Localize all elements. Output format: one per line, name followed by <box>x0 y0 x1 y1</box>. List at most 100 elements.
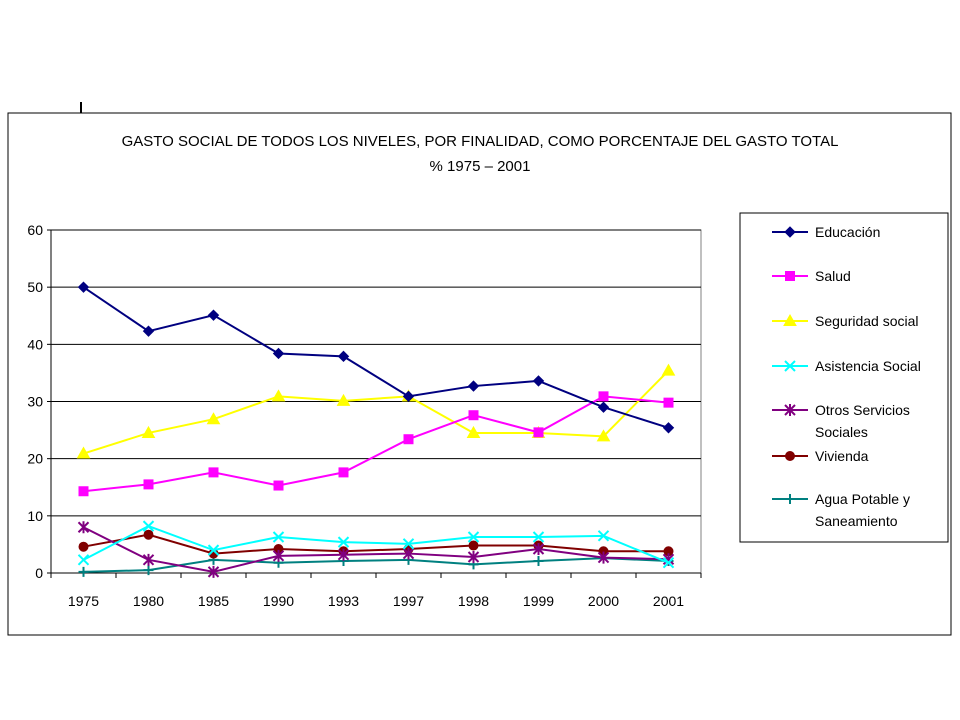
data-point <box>466 425 481 438</box>
legend-label: Educación <box>815 224 880 240</box>
data-point <box>467 531 480 543</box>
data-point <box>661 363 676 376</box>
data-point <box>272 549 285 562</box>
data-point <box>662 557 675 569</box>
data-point <box>532 531 545 543</box>
legend-label: Sociales <box>815 424 868 440</box>
data-point <box>663 397 674 408</box>
data-point <box>272 347 285 360</box>
data-point <box>662 422 675 434</box>
legend-label: Asistencia Social <box>815 358 921 374</box>
y-tick-label: 30 <box>27 394 43 410</box>
data-point <box>533 427 544 438</box>
legend-label: Vivienda <box>815 448 869 464</box>
y-tick-label: 40 <box>27 336 43 352</box>
data-point <box>208 467 219 478</box>
y-tick-label: 0 <box>35 565 43 581</box>
x-tick-label: 1975 <box>68 593 99 609</box>
legend-marker <box>784 226 796 238</box>
legend-label: Salud <box>815 268 851 284</box>
data-point <box>402 538 415 550</box>
data-point <box>336 393 351 406</box>
legend-marker <box>785 271 795 281</box>
legend-marker <box>785 451 795 461</box>
legend-marker <box>785 494 795 504</box>
gridlines <box>51 229 701 517</box>
x-tick-label: 1999 <box>523 593 554 609</box>
data-point <box>143 479 154 490</box>
chart-subtitle: % 1975 – 2001 <box>430 158 531 175</box>
legend-box <box>739 212 949 543</box>
x-tick-label: 1985 <box>198 593 229 609</box>
legend: Educación Salud Seguridad social Asistencia… <box>739 212 949 543</box>
series-vivienda <box>78 529 674 559</box>
data-point <box>77 554 90 566</box>
data-point <box>142 553 155 566</box>
legend-item: Asistencia Social <box>772 358 921 374</box>
legend-label: Agua Potable y <box>815 491 910 507</box>
data-point <box>271 389 286 402</box>
x-tick-label: 2000 <box>588 593 619 609</box>
data-point <box>468 540 479 551</box>
data-point <box>337 350 350 363</box>
y-tick-label: 60 <box>27 222 43 238</box>
data-point <box>207 565 220 578</box>
series-educacion <box>77 281 675 434</box>
data-point <box>78 486 89 497</box>
data-point <box>597 401 610 413</box>
data-point <box>402 390 415 403</box>
series-salud <box>78 391 674 497</box>
legend-label: Saneamiento <box>815 513 898 529</box>
stray-mark <box>80 102 82 114</box>
legend-marker <box>784 404 796 416</box>
data-point <box>337 548 350 561</box>
series-line <box>83 533 669 555</box>
legend-label: Seguridad social <box>815 313 919 329</box>
data-point <box>206 412 221 425</box>
y-tick-label: 50 <box>27 279 43 295</box>
data-point <box>467 380 480 392</box>
legend-item: Seguridad social <box>772 313 919 329</box>
data-point <box>77 281 90 293</box>
series-line <box>82 286 669 429</box>
x-tick-label: 1998 <box>458 593 489 609</box>
data-point <box>76 446 91 459</box>
data-point <box>532 542 545 555</box>
data-point <box>402 547 415 560</box>
x-tick-label: 1980 <box>133 593 164 609</box>
x-tick-label: 1997 <box>393 593 424 609</box>
data-point <box>596 429 611 442</box>
x-axis: 1975 1980 1985 1990 1993 1997 1998 1999 2000 2001 <box>50 572 702 609</box>
data-point <box>142 325 155 337</box>
chart-title: GASTO SOCIAL DE TODOS LOS NIVELES, POR F… <box>122 133 839 150</box>
legend-item: Salud <box>772 268 851 284</box>
x-tick-label: 1993 <box>328 593 359 609</box>
data-point <box>142 520 155 532</box>
data-point <box>273 480 284 491</box>
data-point <box>338 467 349 478</box>
legend-item: Otros Servicios Sociales <box>772 402 910 440</box>
legend-item: Vivienda <box>772 448 869 464</box>
data-point <box>143 529 154 540</box>
data-point <box>468 410 479 421</box>
legend-marker <box>784 360 796 372</box>
data-point <box>143 565 154 576</box>
y-tick-label: 20 <box>27 451 43 467</box>
legend-marker <box>783 313 797 326</box>
series-otros-servicios-sociales <box>77 521 675 578</box>
y-tick-label: 10 <box>27 508 43 524</box>
series-group <box>76 281 676 578</box>
data-point <box>597 530 610 542</box>
legend-item: Agua Potable y Saneamiento <box>772 491 910 529</box>
legend-label: Otros Servicios <box>815 402 910 418</box>
data-point <box>77 521 90 534</box>
data-point <box>532 375 545 387</box>
data-point <box>598 391 609 402</box>
x-tick-label: 2001 <box>653 593 684 609</box>
data-point <box>597 551 610 564</box>
series-line <box>83 395 669 493</box>
data-point <box>337 536 350 548</box>
data-point <box>78 566 89 577</box>
data-point <box>467 550 480 563</box>
